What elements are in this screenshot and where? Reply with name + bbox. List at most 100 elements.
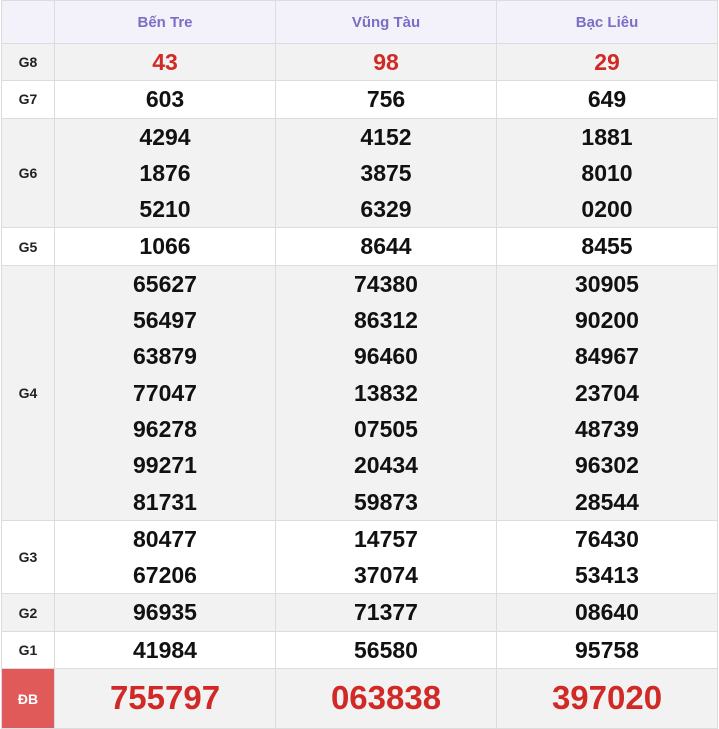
- prize-label: G6: [1, 117, 55, 229]
- prize-number: 96935: [133, 599, 197, 626]
- prize-cell: 65627 56497 63879 77047 96278 99271 81731: [54, 264, 276, 521]
- prize-cell: 43: [54, 42, 276, 82]
- prize-cell: 1881 8010 0200: [496, 117, 718, 229]
- prize-number: 96278: [133, 415, 197, 442]
- prize-label: G5: [1, 227, 55, 266]
- header-row: Bến Tre Vũng Tàu Bạc Liêu: [1, 0, 718, 44]
- prize-number: 063838: [330, 679, 442, 717]
- prize-cell: 29: [496, 42, 718, 82]
- prize-cell: 08640: [496, 593, 718, 632]
- prize-number: 59873: [354, 488, 418, 515]
- prize-cell: 4152 3875 6329: [275, 117, 497, 229]
- prize-number: 29: [594, 49, 620, 75]
- prize-number: 4152: [360, 123, 412, 150]
- prize-label: G7: [1, 80, 55, 119]
- prize-cell: 603: [54, 80, 276, 119]
- prize-cell: 96935: [54, 593, 276, 632]
- prize-number: 13832: [354, 379, 418, 406]
- prize-number: 37074: [354, 562, 418, 589]
- prize-cell: 649: [496, 80, 718, 119]
- prize-number: 23704: [575, 379, 639, 406]
- prize-label: G8: [1, 42, 55, 82]
- province-header: Vũng Tàu: [275, 0, 497, 44]
- prize-number: 756: [366, 86, 406, 113]
- prize-number: 76430: [575, 525, 639, 552]
- prize-number: 649: [587, 86, 627, 113]
- prize-number: 43: [152, 49, 178, 75]
- prize-number: 95758: [575, 636, 639, 663]
- prize-label: G4: [1, 264, 55, 521]
- prize-label: G2: [1, 593, 55, 632]
- prize-label: G3: [1, 519, 55, 595]
- prize-number: 8644: [360, 233, 412, 260]
- prize-cell: 755797: [54, 668, 276, 729]
- prize-number: 96302: [575, 452, 639, 479]
- prize-row: G7 603 756 649: [1, 80, 718, 119]
- prize-cell: 41984: [54, 630, 276, 670]
- prize-number: 48739: [575, 415, 639, 442]
- prize-cell: 756: [275, 80, 497, 119]
- prize-cell: 95758: [496, 630, 718, 670]
- prize-number: 8010: [581, 159, 633, 186]
- prize-cell: 1066: [54, 227, 276, 266]
- prize-row: G2 96935 71377 08640: [1, 593, 718, 632]
- prize-cell: 14757 37074: [275, 519, 497, 595]
- prize-number: 4294: [139, 123, 191, 150]
- prize-number: 90200: [575, 307, 639, 334]
- prize-number: 67206: [133, 562, 197, 589]
- prize-number: 41984: [133, 636, 197, 663]
- prize-number: 08640: [575, 599, 639, 626]
- prize-number: 30905: [575, 270, 639, 297]
- corner-cell: [1, 0, 55, 44]
- prize-number: 603: [145, 86, 185, 113]
- prize-number: 07505: [354, 415, 418, 442]
- prize-number: 81731: [133, 488, 197, 515]
- prize-number: 84967: [575, 343, 639, 370]
- province-header: Bạc Liêu: [496, 0, 718, 44]
- prize-number: 96460: [354, 343, 418, 370]
- prize-number: 755797: [109, 679, 221, 717]
- prize-row: G1 41984 56580 95758: [1, 630, 718, 670]
- prize-row: G6 4294 1876 5210 4152 3875 6329 1881 8010 0200: [1, 117, 718, 229]
- prize-number: 20434: [354, 452, 418, 479]
- prize-cell: 74380 86312 96460 13832 07505 20434 59873: [275, 264, 497, 521]
- prize-number: 1881: [581, 123, 633, 150]
- prize-cell: 4294 1876 5210: [54, 117, 276, 229]
- prize-number: 86312: [354, 307, 418, 334]
- prize-number: 1876: [139, 159, 191, 186]
- prize-cell: 80477 67206: [54, 519, 276, 595]
- prize-number: 397020: [551, 679, 663, 717]
- prize-cell: 98: [275, 42, 497, 82]
- prize-cell: 8455: [496, 227, 718, 266]
- prize-cell: 71377: [275, 593, 497, 632]
- prize-cell: 397020: [496, 668, 718, 729]
- prize-number: 63879: [133, 343, 197, 370]
- prize-cell: 76430 53413: [496, 519, 718, 595]
- prize-number: 56497: [133, 307, 197, 334]
- prize-row: G3 80477 67206 14757 37074 76430 53413: [1, 519, 718, 595]
- prize-label: ĐB: [1, 668, 55, 729]
- prize-row: G4 65627 56497 63879 77047 96278 99271 81731 743…: [1, 264, 718, 521]
- prize-number: 53413: [575, 562, 639, 589]
- prize-number: 14757: [354, 525, 418, 552]
- prize-row: G5 1066 8644 8455: [1, 227, 718, 266]
- prize-number: 3875: [360, 159, 412, 186]
- prize-number: 28544: [575, 488, 639, 515]
- prize-cell: 8644: [275, 227, 497, 266]
- prize-number: 6329: [360, 196, 412, 223]
- province-header: Bến Tre: [54, 0, 276, 44]
- prize-number: 5210: [139, 196, 191, 223]
- prize-number: 74380: [354, 270, 418, 297]
- prize-number: 98: [373, 49, 399, 75]
- prize-number: 99271: [133, 452, 197, 479]
- prize-number: 8455: [581, 233, 633, 260]
- prize-label: G1: [1, 630, 55, 670]
- prize-number: 77047: [133, 379, 197, 406]
- prize-number: 0200: [581, 196, 633, 223]
- prize-row: ĐB 755797 063838 397020: [1, 668, 718, 729]
- prize-number: 80477: [133, 525, 197, 552]
- prize-cell: 063838: [275, 668, 497, 729]
- prize-number: 1066: [139, 233, 191, 260]
- prize-row: G8 43 98 29: [1, 42, 718, 82]
